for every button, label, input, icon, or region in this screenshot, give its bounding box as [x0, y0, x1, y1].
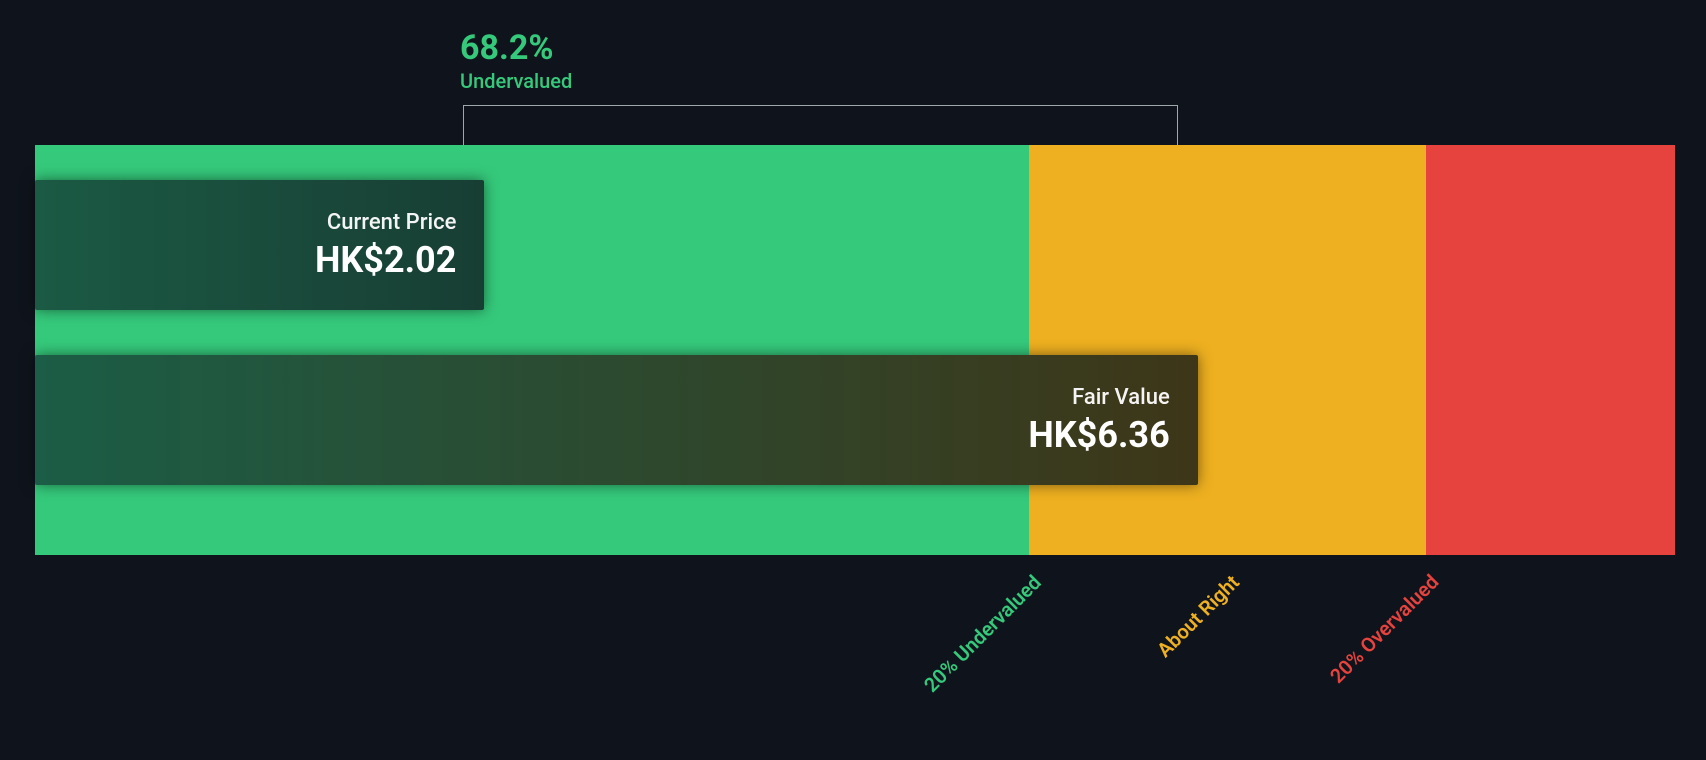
valuation-percent: 68.2%	[460, 30, 572, 67]
valuation-bracket	[463, 105, 1178, 145]
xlabel-about-right: About Right	[1152, 570, 1244, 662]
fair-value-label: Fair Value	[1072, 385, 1170, 410]
fair-value-bar: Fair Value HK$6.36	[35, 355, 1198, 485]
valuation-chart: Current Price HK$2.02 Fair Value HK$6.36	[35, 145, 1675, 555]
xlabel-undervalued: 20% Undervalued	[919, 570, 1046, 697]
valuation-callout: 68.2% Undervalued	[460, 30, 572, 93]
band-overvalued	[1426, 145, 1675, 555]
current-price-value: HK$2.02	[315, 239, 456, 281]
fair-value-value: HK$6.36	[1028, 414, 1169, 456]
xlabel-overvalued: 20% Overvalued	[1325, 570, 1443, 688]
band-about-right	[1029, 145, 1426, 555]
current-price-label: Current Price	[327, 210, 456, 235]
valuation-subtext: Undervalued	[460, 69, 572, 93]
current-price-bar: Current Price HK$2.02	[35, 180, 484, 310]
